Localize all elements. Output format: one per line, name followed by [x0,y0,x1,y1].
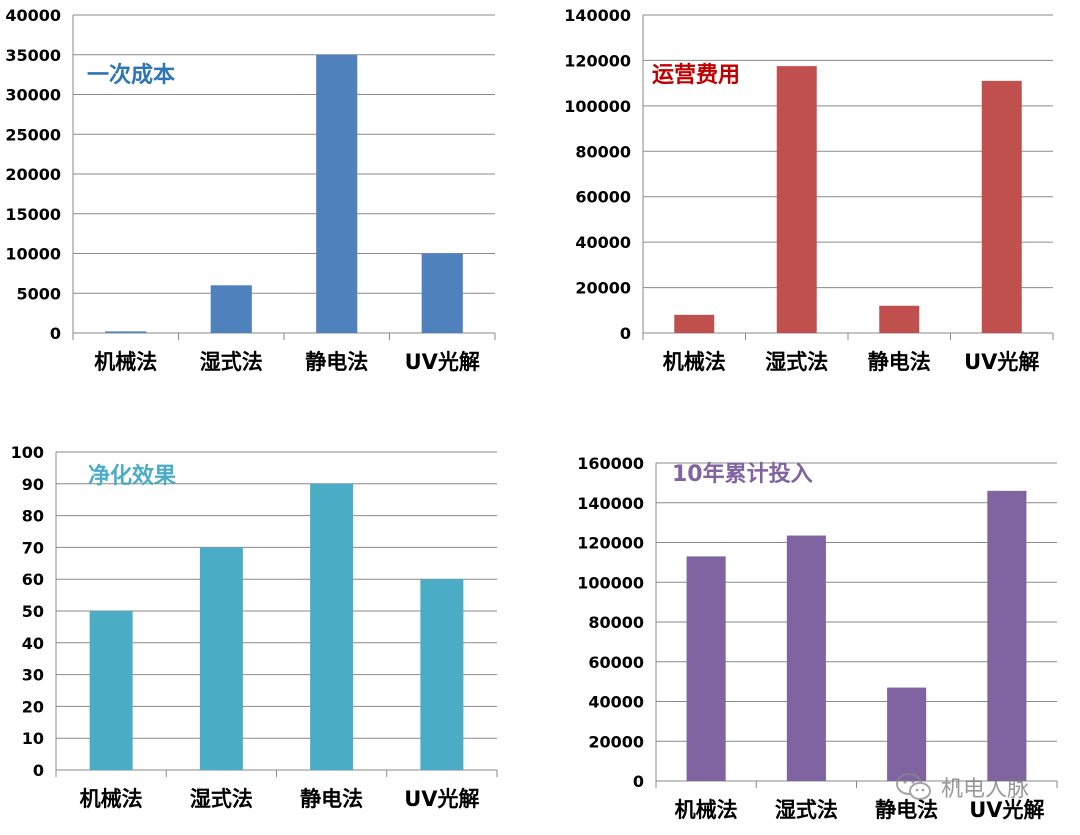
chart-3-category-label: 机械法 [80,787,143,811]
chart-1-y-tick-label: 0 [50,324,61,343]
chart-3-title: 净化效果 [88,463,176,489]
watermark-text: 机电人脉 [941,777,1030,802]
chart-2-y-tick-label: 0 [620,324,631,343]
chart-4-y-tick-label: 100000 [577,573,644,592]
chart-1-category-label: 湿式法 [200,350,263,374]
chart-2-y-tick-label: 100000 [564,97,631,116]
chart-2-y-tick-label: 60000 [575,188,631,207]
chart-4-category-label: UV光解 [969,798,1044,822]
chart-4-y-tick-label: 60000 [588,653,644,672]
chart-3-y-tick-label: 0 [33,761,44,780]
chart-2-category-label: 机械法 [663,350,726,374]
chart-2-y-tick-label: 140000 [564,6,631,25]
chart-1-y-tick-label: 10000 [5,245,61,264]
chart-1-y-tick-label: 35000 [5,46,61,65]
chart-4-category-label: 湿式法 [775,798,838,822]
chart-3-bar-1 [89,611,133,770]
chart-4-y-tick-label: 160000 [577,454,644,473]
chart-2-y-tick-label: 20000 [575,279,631,298]
chart-3-y-tick-label: 50 [22,602,44,621]
chart-2-category-label: 静电法 [868,350,931,374]
chart-1-y-tick-label: 20000 [5,165,61,184]
chart-1-category-label: UV光解 [405,350,480,374]
chart-2-bar-2 [776,66,817,333]
chart-1-y-tick-label: 30000 [5,86,61,105]
chart-3-category-label: 湿式法 [190,787,253,811]
wechat-icon [896,773,931,800]
chart-1-category-label: 机械法 [94,350,157,374]
chart-3-bar-4 [420,579,464,770]
chart-3-y-tick-label: 30 [22,666,44,685]
chart-2-bar-1 [674,314,715,333]
chart-3-bar-3 [310,483,354,770]
chart-4-y-tick-label: 120000 [577,534,644,553]
chart-1-y-tick-label: 5000 [16,284,61,303]
chart-4-y-tick-label: 140000 [577,494,644,513]
chart-3-y-tick-label: 80 [22,507,44,526]
chart-3-category-label: UV光解 [404,787,479,811]
chart-4-y-tick-label: 80000 [588,613,644,632]
chart-2-bar-4 [981,80,1022,333]
chart-4-category-label: 静电法 [875,798,938,822]
chart-1-bar-2 [210,285,252,333]
chart-2-y-tick-label: 80000 [575,142,631,161]
chart-1-bar-3 [316,54,358,333]
chart-4-bar-1 [686,556,726,781]
chart-3-y-tick-label: 10 [22,729,44,748]
chart-1-y-tick-label: 40000 [5,6,61,25]
chart-3-y-tick-label: 70 [22,538,44,557]
chart-4-bar-3 [887,687,927,781]
chart-3-y-tick-label: 20 [22,697,44,716]
chart-1-bar-4 [421,253,463,333]
chart-1-title: 一次成本 [87,62,175,88]
chart-1-bar-1 [105,331,147,333]
chart-1-y-tick-label: 25000 [5,125,61,144]
chart-4-bar-4 [987,490,1027,781]
chart-3-y-tick-label: 60 [22,570,44,589]
chart-3-category-label: 静电法 [300,787,363,811]
chart-3-bar-2 [199,547,243,770]
chart-2-title: 运营费用 [652,63,740,88]
chart-2-category-label: 湿式法 [765,350,828,374]
chart-3-y-tick-label: 40 [22,634,44,653]
chart-2-bar-3 [879,305,920,333]
watermark: 机电人脉 [895,770,1029,804]
chart-2-y-tick-label: 40000 [575,233,631,252]
chart-3-y-tick-label: 100 [11,443,44,462]
chart-4-category-label: 机械法 [675,798,738,822]
chart-4-y-tick-label: 0 [633,772,644,791]
chart-4-y-tick-label: 20000 [588,732,644,751]
chart-1-category-label: 静电法 [305,350,368,374]
chart-4-bar-2 [786,535,826,781]
chart-4-title: 10年累计投入 [672,461,813,487]
chart-2-y-tick-label: 120000 [564,51,631,70]
chart-1-y-tick-label: 15000 [5,205,61,224]
chart-3-y-tick-label: 90 [22,475,44,494]
chart-4-y-tick-label: 40000 [588,693,644,712]
chart-2-category-label: UV光解 [964,350,1039,374]
